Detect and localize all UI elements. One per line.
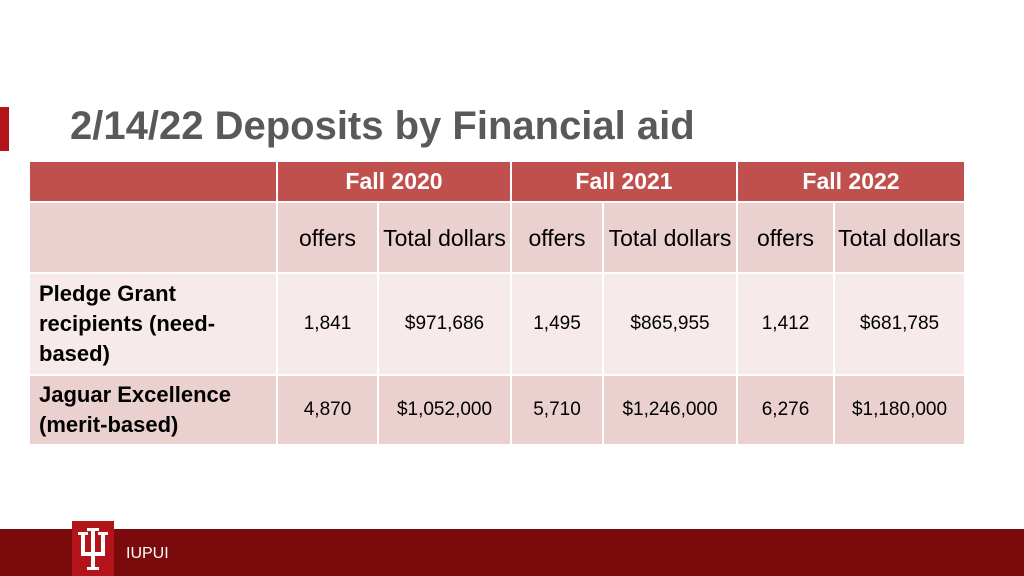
- table-row-pledge-grant: Pledge Grant recipients (need-based) 1,8…: [28, 272, 966, 376]
- row-label-pledge-grant: Pledge Grant recipients (need-based): [28, 272, 278, 376]
- table-subheader-row: offers Total dollars offers Total dollar…: [28, 201, 966, 274]
- cell-pledge-offers-2021: 1,495: [510, 272, 604, 376]
- subheader-offers-2022: offers: [736, 201, 835, 274]
- subheader-total-dollars-2022: Total dollars: [833, 201, 966, 274]
- footer-bar: [0, 529, 1024, 576]
- trident-icon: [78, 528, 108, 570]
- cell-jaguar-total-2020: $1,052,000: [377, 374, 512, 446]
- header-corner-cell: [28, 160, 278, 203]
- header-fall-2020: Fall 2020: [276, 160, 512, 203]
- subheader-offers-2021: offers: [510, 201, 604, 274]
- cell-pledge-offers-2022: 1,412: [736, 272, 835, 376]
- cell-jaguar-total-2022: $1,180,000: [833, 374, 966, 446]
- table-group-header-row: Fall 2020 Fall 2021 Fall 2022: [28, 160, 966, 203]
- cell-jaguar-offers-2020: 4,870: [276, 374, 379, 446]
- financial-aid-table: Fall 2020 Fall 2021 Fall 2022 offers Tot…: [28, 160, 966, 446]
- cell-pledge-total-2020: $971,686: [377, 272, 512, 376]
- subheader-corner-cell: [28, 201, 278, 274]
- cell-pledge-total-2021: $865,955: [602, 272, 738, 376]
- table-row-jaguar-excellence: Jaguar Excellence (merit-based) 4,870 $1…: [28, 374, 966, 446]
- slide-title: 2/14/22 Deposits by Financial aid: [70, 104, 695, 148]
- iu-logo: [72, 521, 114, 576]
- header-fall-2021: Fall 2021: [510, 160, 738, 203]
- footer-institution-name: IUPUI: [126, 545, 169, 562]
- header-fall-2022: Fall 2022: [736, 160, 966, 203]
- cell-jaguar-offers-2021: 5,710: [510, 374, 604, 446]
- subheader-total-dollars-2020: Total dollars: [377, 201, 512, 274]
- title-accent-bar: [0, 107, 9, 151]
- cell-pledge-total-2022: $681,785: [833, 272, 966, 376]
- cell-jaguar-total-2021: $1,246,000: [602, 374, 738, 446]
- cell-pledge-offers-2020: 1,841: [276, 272, 379, 376]
- subheader-total-dollars-2021: Total dollars: [602, 201, 738, 274]
- subheader-offers-2020: offers: [276, 201, 379, 274]
- cell-jaguar-offers-2022: 6,276: [736, 374, 835, 446]
- row-label-jaguar-excellence: Jaguar Excellence (merit-based): [28, 374, 278, 446]
